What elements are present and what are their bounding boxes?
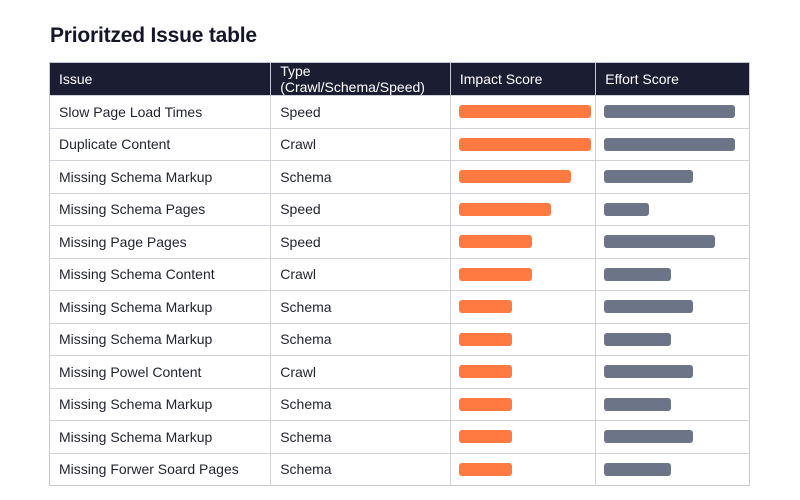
table-row[interactable]: Missing Schema Content Crawl — [49, 257, 750, 291]
effort-score-cell — [595, 387, 750, 421]
impact-score-bar — [458, 430, 512, 444]
table-header-row: Issue Type (Crawl/Schema/Speed) Impact S… — [49, 62, 750, 96]
impact-score-cell — [449, 192, 596, 226]
effort-score-bar — [604, 137, 736, 151]
effort-score-bar — [604, 365, 694, 379]
type-cell: Schema — [270, 420, 451, 453]
column-header-impact-score[interactable]: Impact Score — [449, 62, 596, 96]
effort-score-bar — [604, 170, 694, 184]
impact-score-cell — [449, 452, 596, 486]
impact-score-bar — [458, 267, 532, 281]
table-row[interactable]: Missing Schema Markup Schema — [49, 387, 750, 421]
effort-score-cell — [595, 160, 750, 193]
impact-score-bar — [458, 300, 512, 314]
effort-score-cell — [595, 355, 750, 388]
table-row[interactable]: Missing Forwer Soard Pages Schema — [49, 452, 750, 486]
effort-score-cell — [595, 95, 750, 128]
impact-score-cell — [449, 355, 596, 388]
effort-score-bar — [604, 235, 716, 249]
issue-cell: Missing Schema Content — [49, 257, 271, 291]
effort-score-cell — [595, 257, 750, 291]
impact-score-cell — [449, 322, 596, 356]
impact-score-bar — [458, 462, 512, 476]
effort-score-cell — [595, 322, 750, 356]
effort-score-cell — [595, 225, 750, 258]
table-row[interactable]: Duplicate Content Crawl — [49, 127, 750, 161]
type-cell: Crawl — [270, 257, 451, 291]
table-row[interactable]: Slow Page Load Times Speed — [49, 95, 750, 128]
effort-score-bar — [604, 267, 672, 281]
type-cell: Speed — [270, 225, 451, 258]
impact-score-bar — [458, 105, 591, 119]
effort-score-cell — [595, 420, 750, 453]
effort-score-cell — [595, 127, 750, 161]
issue-cell: Duplicate Content — [49, 127, 271, 161]
issue-cell: Missing Schema Markup — [49, 420, 271, 453]
impact-score-cell — [449, 225, 596, 258]
issue-cell: Missing Schema Markup — [49, 387, 271, 421]
impact-score-cell — [449, 160, 596, 193]
impact-score-bar — [458, 137, 591, 151]
type-cell: Schema — [270, 290, 451, 323]
issue-cell: Missing Schema Markup — [49, 322, 271, 356]
page-title: Prioritzed Issue table — [50, 24, 257, 47]
impact-score-bar — [458, 332, 512, 346]
issue-table: Issue Type (Crawl/Schema/Speed) Impact S… — [49, 62, 750, 486]
type-cell: Crawl — [270, 355, 451, 388]
type-cell: Schema — [270, 160, 451, 193]
column-header-issue[interactable]: Issue — [49, 62, 271, 96]
column-header-type[interactable]: Type (Crawl/Schema/Speed) — [270, 62, 451, 96]
impact-score-cell — [449, 95, 596, 128]
impact-score-cell — [449, 257, 596, 291]
impact-score-cell — [449, 290, 596, 323]
impact-score-bar — [458, 365, 512, 379]
effort-score-bar — [604, 430, 694, 444]
issue-cell: Missing Schema Markup — [49, 290, 271, 323]
type-cell: Speed — [270, 192, 451, 226]
effort-score-bar — [604, 300, 694, 314]
effort-score-bar — [604, 397, 672, 411]
impact-score-bar — [458, 170, 571, 184]
type-cell: Crawl — [270, 127, 451, 161]
table-body: Slow Page Load Times Speed Duplicate Conte… — [49, 95, 750, 486]
impact-score-cell — [449, 127, 596, 161]
table-row[interactable]: Missing Schema Markup Schema — [49, 420, 750, 453]
table-row[interactable]: Missing Schema Markup Schema — [49, 160, 750, 193]
effort-score-bar — [604, 332, 672, 346]
effort-score-cell — [595, 290, 750, 323]
issue-cell: Missing Powel Content — [49, 355, 271, 388]
impact-score-cell — [449, 387, 596, 421]
issue-cell: Slow Page Load Times — [49, 95, 271, 128]
table-row[interactable]: Missing Page Pages Speed — [49, 225, 750, 258]
impact-score-cell — [449, 420, 596, 453]
table-row[interactable]: Missing Schema Markup Schema — [49, 290, 750, 323]
issue-cell: Missing Schema Pages — [49, 192, 271, 226]
table-row[interactable]: Missing Powel Content Crawl — [49, 355, 750, 388]
table-row[interactable]: Missing Schema Pages Speed — [49, 192, 750, 226]
type-cell: Schema — [270, 387, 451, 421]
type-cell: Schema — [270, 452, 451, 486]
table-row[interactable]: Missing Schema Markup Schema — [49, 322, 750, 356]
issue-cell: Missing Schema Markup — [49, 160, 271, 193]
type-cell: Speed — [270, 95, 451, 128]
impact-score-bar — [458, 235, 532, 249]
impact-score-bar — [458, 397, 512, 411]
impact-score-bar — [458, 202, 551, 216]
type-cell: Schema — [270, 322, 451, 356]
issue-cell: Missing Forwer Soard Pages — [49, 452, 271, 486]
column-header-effort-score[interactable]: Effort Score — [595, 62, 750, 96]
effort-score-cell — [595, 192, 750, 226]
effort-score-bar — [604, 462, 672, 476]
effort-score-bar — [604, 105, 736, 119]
effort-score-cell — [595, 452, 750, 486]
issue-cell: Missing Page Pages — [49, 225, 271, 258]
effort-score-bar — [604, 202, 650, 216]
